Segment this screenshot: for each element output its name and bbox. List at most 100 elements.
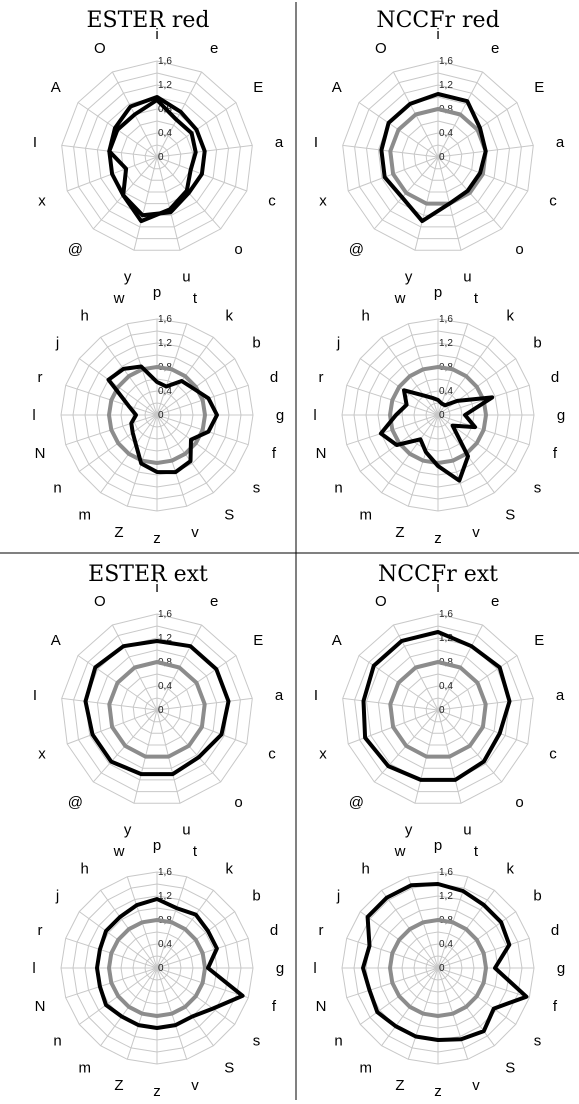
category-label: @ <box>349 241 364 258</box>
tick-label: 1,2 <box>158 80 172 91</box>
grid-ring <box>425 144 451 170</box>
category-label: d <box>270 922 278 939</box>
category-label: s <box>253 479 261 496</box>
category-label: b <box>533 888 541 905</box>
category-label: r <box>38 922 43 939</box>
category-label: O <box>375 593 387 610</box>
category-label: @ <box>68 794 83 811</box>
category-label: m <box>78 507 91 524</box>
category-label: x <box>319 193 327 210</box>
category-label: w <box>113 290 125 307</box>
grid-ring <box>61 60 253 251</box>
category-label: g <box>557 407 565 424</box>
category-label: x <box>319 746 327 763</box>
spoke-line <box>133 156 158 251</box>
category-label: I <box>314 687 318 704</box>
category-label: z <box>153 530 161 547</box>
tick-label: 0,4 <box>439 128 453 139</box>
tick-label: 0,4 <box>439 681 453 692</box>
category-label: a <box>275 134 284 151</box>
category-label: N <box>35 998 46 1015</box>
category-label: t <box>193 290 198 307</box>
category-label: O <box>94 40 106 57</box>
grid-ring <box>413 685 463 734</box>
tick-label: 0,4 <box>158 386 172 397</box>
grid-ring <box>144 144 170 170</box>
category-label: A <box>51 79 61 96</box>
tick-label: 1,2 <box>158 338 172 349</box>
tick-label: 0 <box>439 410 445 421</box>
grid-ring <box>377 649 499 769</box>
category-label: E <box>534 632 544 649</box>
tick-label: 1,2 <box>439 633 453 644</box>
data-series <box>361 630 512 782</box>
tick-label: 0,4 <box>158 128 172 139</box>
tick-label: 1,6 <box>158 314 172 325</box>
category-label: c <box>268 746 276 763</box>
tick-label: 0 <box>158 963 164 974</box>
tick-label: 1,6 <box>158 867 172 878</box>
category-label: i <box>436 579 439 596</box>
category-label: z <box>434 530 442 547</box>
category-label: p <box>434 837 442 854</box>
category-label: c <box>268 193 276 210</box>
tick-label: 1,6 <box>439 314 453 325</box>
reference-series <box>388 918 488 1018</box>
grid-ring <box>354 72 522 240</box>
category-label: d <box>551 369 559 386</box>
category-label: u <box>182 268 190 285</box>
category-label: N <box>35 445 46 462</box>
data-series <box>106 364 219 475</box>
category-label: u <box>463 821 471 838</box>
grid-ring <box>425 697 451 723</box>
category-label: I <box>33 134 37 151</box>
category-label: s <box>253 1032 261 1049</box>
grid-ring <box>144 697 170 723</box>
category-label: w <box>394 843 406 860</box>
category-label: A <box>332 632 342 649</box>
category-label: i <box>155 26 158 43</box>
category-label: A <box>332 79 342 96</box>
category-label: Z <box>114 524 123 541</box>
category-label: a <box>275 687 284 704</box>
category-label: x <box>38 193 46 210</box>
tick-label: 1,6 <box>158 609 172 620</box>
data-series <box>83 639 231 777</box>
tick-label: 0 <box>158 152 164 163</box>
category-label: g <box>276 407 284 424</box>
tick-label: 1,2 <box>439 338 453 349</box>
category-label: o <box>234 241 242 258</box>
category-label: l <box>313 407 316 424</box>
category-label: f <box>553 445 558 462</box>
category-label: n <box>53 479 61 496</box>
data-series <box>95 897 245 1030</box>
tick-label: 0 <box>158 410 164 421</box>
category-label: z <box>434 1083 442 1100</box>
category-label: A <box>51 632 61 649</box>
grid-ring <box>120 120 194 193</box>
data-series <box>379 92 488 224</box>
category-label: I <box>33 687 37 704</box>
category-label: N <box>316 445 327 462</box>
grid-ring <box>354 625 522 793</box>
category-label: z <box>153 1083 161 1100</box>
category-label: f <box>272 998 277 1015</box>
category-label: p <box>153 837 161 854</box>
category-label: e <box>210 40 218 57</box>
data-series <box>361 882 529 1042</box>
category-label: y <box>124 268 132 285</box>
panel-title-ester-ext: ESTER ext <box>88 562 208 587</box>
category-label: d <box>551 922 559 939</box>
category-label: t <box>474 843 479 860</box>
category-label: @ <box>349 794 364 811</box>
category-label: i <box>436 26 439 43</box>
grid-ring <box>73 72 241 240</box>
tick-label: 0 <box>158 705 164 716</box>
